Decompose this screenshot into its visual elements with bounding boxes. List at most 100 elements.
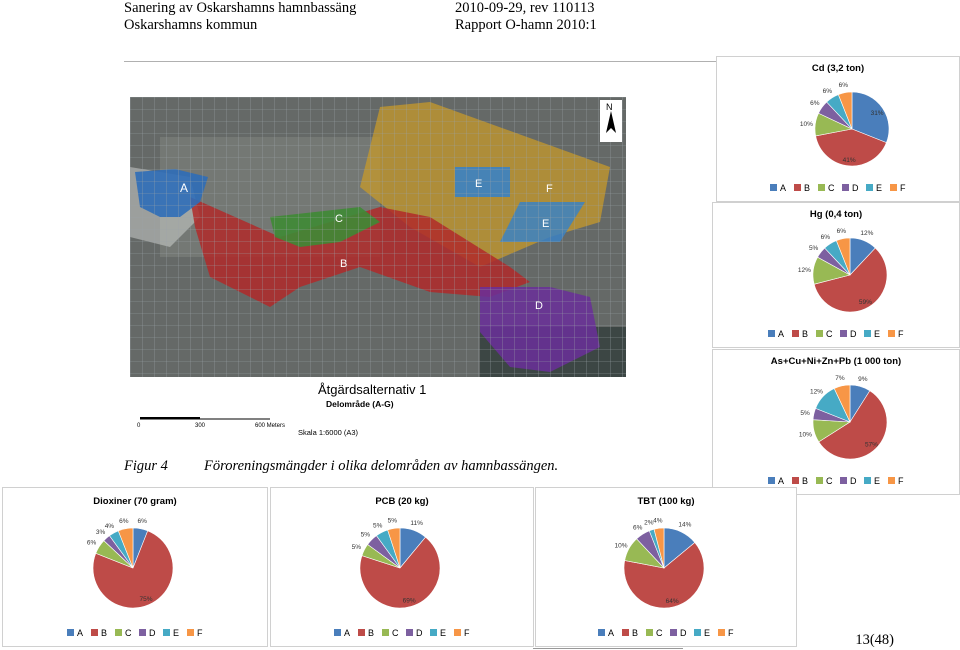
legend-swatch-a — [334, 629, 341, 636]
pie-slice-f — [837, 91, 853, 130]
legend-label-b: B — [632, 628, 638, 638]
area-label-f: F — [546, 183, 553, 195]
data-label-e: 6% — [821, 234, 831, 241]
legend-swatch-f — [888, 477, 895, 484]
legend-swatch-d — [406, 629, 413, 636]
legend-label-f: F — [197, 628, 203, 638]
legend-swatch-b — [622, 629, 629, 636]
pie-slice-f — [833, 384, 851, 423]
area-label-e2: E — [542, 218, 549, 230]
legend-label-d: D — [850, 476, 857, 486]
data-label-b: 69% — [403, 597, 416, 604]
data-label-b: 41% — [843, 157, 856, 164]
legend-label-a: A — [344, 628, 350, 638]
north-label: N — [606, 102, 613, 112]
scale-tick-600: 600 Meters — [255, 423, 285, 429]
legend-label-f: F — [898, 329, 904, 339]
scale-tick-0: 0 — [137, 423, 141, 429]
data-label-c: 10% — [799, 431, 812, 438]
area-label-e1: E — [475, 178, 482, 190]
data-label-b: 59% — [859, 299, 872, 306]
legend-swatch-b — [794, 184, 801, 191]
pie-chart-dioxiner: Dioxiner (70 gram) 6% 75% 6% 3%4% 6% A B C D E F — [67, 496, 203, 638]
pie-slice-b — [623, 542, 705, 609]
chart-panel-hg: Hg (0,4 ton) 12% 59% 12% 5% 6% 6% A B C D E F — [712, 202, 960, 348]
data-label-d: 6% — [810, 100, 820, 107]
data-label-e: 2% — [644, 519, 654, 526]
legend-label-f: F — [728, 628, 734, 638]
legend-swatch-f — [890, 184, 897, 191]
chart-title: TBT (100 kg) — [637, 496, 694, 507]
header-date: 2010-09-29, rev 110113 — [455, 0, 595, 16]
legend-swatch-c — [816, 477, 823, 484]
legend-label-c: C — [125, 628, 132, 638]
legend-label-d: D — [416, 628, 423, 638]
data-label-a: 11% — [410, 520, 423, 527]
scale-tick-300: 300 — [195, 423, 206, 429]
map-title: Åtgärdsalternativ 1 — [318, 382, 426, 397]
legend-swatch-a — [768, 477, 775, 484]
legend-swatch-b — [792, 477, 799, 484]
header-divider — [124, 61, 718, 62]
data-label-c: 10% — [800, 121, 813, 128]
data-label-d: 6% — [633, 525, 643, 532]
pie-slice-b — [359, 536, 441, 609]
scale-text: Skala 1:6000 (A3) — [298, 428, 359, 437]
legend-swatch-d — [842, 184, 849, 191]
data-label-f: 6% — [119, 518, 129, 525]
pie-slice-f — [653, 527, 665, 569]
legend-label-a: A — [778, 329, 784, 339]
data-label-d: 5% — [809, 245, 819, 252]
legend-label-a: A — [608, 628, 614, 638]
data-label-b: 75% — [140, 596, 153, 603]
footer-rule — [533, 648, 683, 649]
legend-swatch-c — [382, 629, 389, 636]
pie-slice-b — [818, 390, 888, 460]
chart-panel-pcb: PCB (20 kg) 11% 69% 5% 5% 5% 5% A B C D E F — [270, 487, 534, 647]
legend-label-e: E — [874, 476, 880, 486]
legend-swatch-d — [840, 330, 847, 337]
pie-chart-cd: Cd (3,2 ton)31%41%10%6%6%6%A B C D E F — [770, 63, 906, 193]
legend-swatch-a — [768, 330, 775, 337]
legend-label-a: A — [77, 628, 83, 638]
chart-title: Dioxiner (70 gram) — [93, 496, 176, 507]
chart-panel-cd: Cd (3,2 ton) 31% 41% 10% 6% 6% 6% A B C D E F — [716, 56, 960, 202]
pie-slice-b — [813, 247, 888, 313]
data-label-b: 64% — [666, 598, 679, 605]
legend-label-a: A — [778, 476, 784, 486]
legend-label-c: C — [392, 628, 399, 638]
area-label-a: A — [180, 181, 188, 195]
data-label-b: 57% — [865, 441, 878, 448]
data-label-f: 6% — [839, 82, 849, 89]
area-label-b: B — [340, 258, 347, 270]
data-label-a: 9% — [858, 376, 868, 383]
chart-panel-metals: As+Cu+Ni+Zn+Pb (1 000 ton) 9% 57% 10% 5% 12% 7… — [712, 349, 960, 495]
legend-swatch-a — [67, 629, 74, 636]
legend-swatch-d — [139, 629, 146, 636]
legend-label-f: F — [464, 628, 470, 638]
header-report-id: Rapport O-hamn 2010:1 — [455, 17, 597, 33]
legend-swatch-f — [718, 629, 725, 636]
data-label-f: 5% — [388, 518, 398, 525]
pie-chart-metals: As+Cu+Ni+Zn+Pb (1 000 ton) 9% 57% 10% 5% 12% 7… — [768, 356, 904, 486]
legend-swatch-e — [163, 629, 170, 636]
data-label-c: 12% — [798, 267, 811, 274]
chart-title: Cd (3,2 ton) — [812, 63, 864, 74]
figure-label: Figur 4 — [124, 458, 168, 474]
legend-label-c: C — [656, 628, 663, 638]
legend-label-c: C — [826, 329, 833, 339]
legend-swatch-e — [864, 330, 871, 337]
legend-swatch-e — [866, 184, 873, 191]
legend-label-e: E — [704, 628, 710, 638]
data-label-a: 6% — [137, 518, 147, 525]
legend-swatch-b — [91, 629, 98, 636]
legend-swatch-e — [694, 629, 701, 636]
legend-label-d: D — [852, 183, 859, 193]
area-label-c: C — [335, 213, 343, 225]
legend-swatch-b — [358, 629, 365, 636]
data-label-a: 31% — [871, 110, 884, 117]
data-label-a: 12% — [860, 230, 873, 237]
pie-slice-f — [117, 527, 134, 569]
legend-swatch-e — [864, 477, 871, 484]
legend-label-d: D — [850, 329, 857, 339]
